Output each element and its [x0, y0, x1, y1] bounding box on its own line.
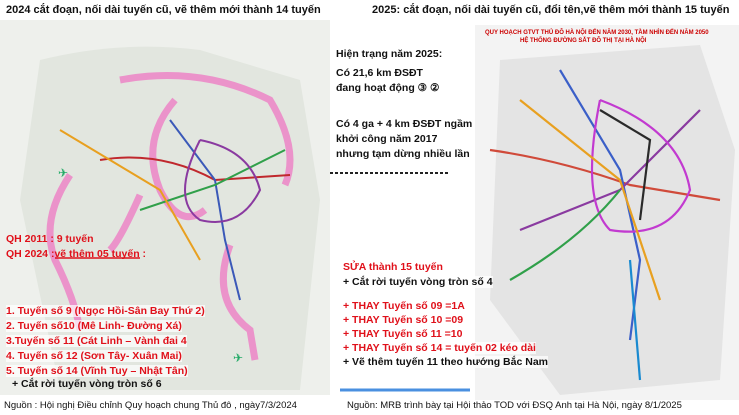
source: Nguồn: MRB trình bày tại Hội thảo TOD vớ… — [347, 400, 682, 411]
right-item: + THAY Tuyến số 14 = tuyến 02 kéo dài — [343, 342, 536, 354]
left-heading: QH 2011 : 9 tuyến — [6, 233, 94, 245]
right-item: + THAY Tuyến số 10 =09 — [343, 314, 464, 326]
airport-icon: ✈ — [233, 351, 243, 365]
left-lines — [59, 119, 291, 301]
airport-icon: ✈ — [58, 166, 68, 180]
underground-line: Có 4 ga + 4 km ĐSĐT ngầm — [336, 118, 473, 130]
left-title: 2024 cắt đoạn, nối dài tuyến cũ, vẽ thêm… — [6, 4, 321, 16]
map-header: HỆ THỐNG ĐƯỜNG SẮT ĐÔ THỊ TẠI HÀ NỘI — [520, 38, 647, 44]
left-item: 4. Tuyến số 12 (Sơn Tây- Xuân Mai) — [6, 350, 182, 362]
source: Nguồn : Hội nghị Điều chỉnh Quy hoạch ch… — [4, 400, 297, 411]
status-line: đang hoạt động ③ ② — [336, 82, 440, 94]
left-heading: QH 2024 :vẽ thêm 05 tuyến : — [6, 248, 147, 260]
right-item: + THAY Tuyến số 11 =10 — [343, 328, 463, 340]
right-land — [490, 45, 735, 395]
right-item: + Cắt rời tuyến vòng tròn số 4 — [343, 276, 493, 288]
left-item: 2. Tuyến số10 (Mê Linh- Đường Xá) — [6, 320, 182, 332]
right-item: + THAY Tuyến số 09 =1A — [343, 300, 465, 312]
status-title: Hiện trạng năm 2025: — [336, 48, 443, 60]
status-line: Có 21,6 km ĐSĐT — [336, 67, 423, 79]
left-land — [20, 46, 320, 391]
left-item: 5. Tuyến số 14 (Vĩnh Tuy – Nhật Tân) — [6, 365, 188, 377]
right-item: + Vẽ thêm tuyến 11 theo hướng Bắc Nam — [343, 356, 548, 368]
right-title: 2025: cắt đoạn, nối dài tuyến cũ, đổi tê… — [372, 4, 730, 16]
left-item: 3.Tuyến số 11 (Cát Linh – Vành đai 4 — [6, 335, 187, 347]
right-heading: SỬA thành 15 tuyến — [343, 261, 443, 273]
left-item: 1. Tuyến số 9 (Ngọc Hồi-Sân Bay Thứ 2) — [6, 305, 205, 317]
left-note: + Cắt rời tuyến vòng tròn số 6 — [12, 378, 162, 390]
right-lines — [489, 69, 721, 381]
underground-line: khởi công năm 2017 — [336, 133, 438, 145]
map-header: QUY HOẠCH GTVT THỦ ĐÔ HÀ NỘI ĐẾN NĂM 203… — [485, 30, 709, 36]
underground-line: nhưng tạm dừng nhiều lần — [336, 148, 470, 160]
